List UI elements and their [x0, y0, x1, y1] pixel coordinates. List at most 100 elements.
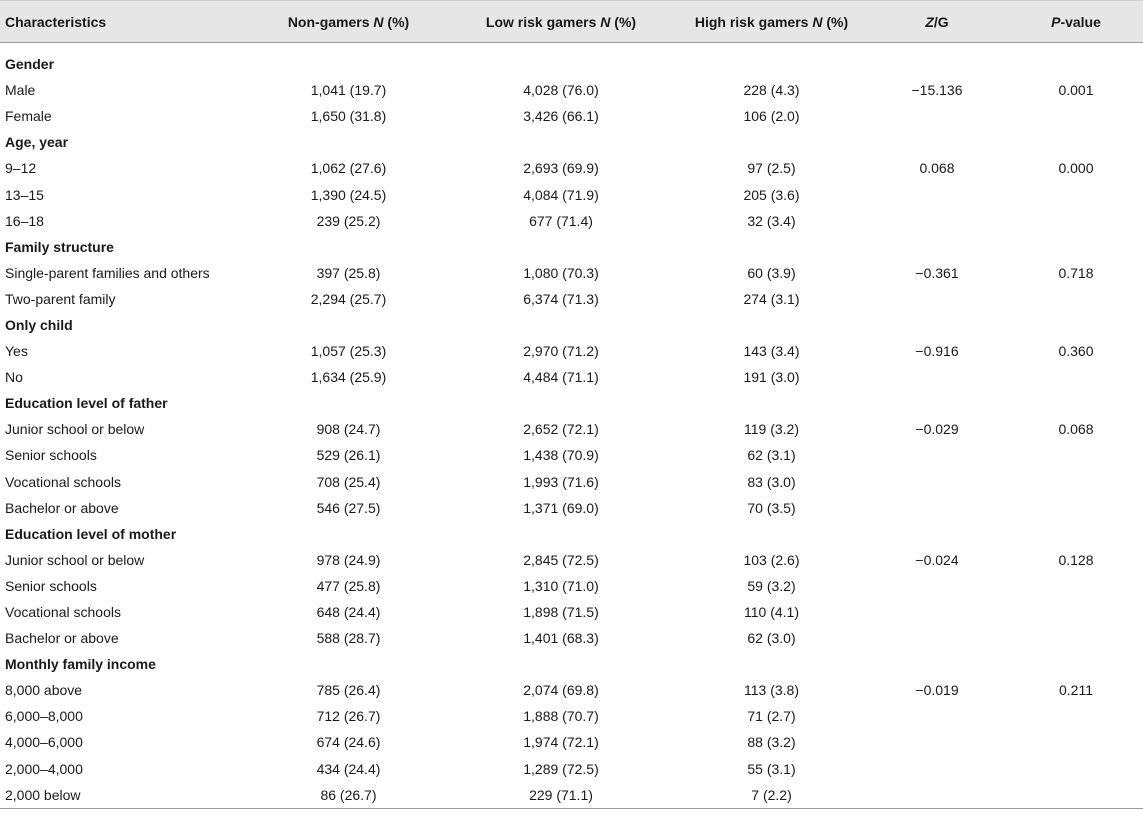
cell-z-g	[865, 286, 1009, 312]
table-row: 8,000 above 785 (26.4) 2,074 (69.8) 113 (3.…	[0, 677, 1143, 703]
table-row: 16–18 239 (25.2) 677 (71.4) 32 (3.4)	[0, 208, 1143, 234]
cell-z-g: −0.916	[915, 343, 959, 360]
table-row: Senior schools 477 (25.8) 1,310 (71.0) 59 (…	[0, 573, 1143, 599]
table-group-row: Only child	[0, 312, 1143, 338]
cell-characteristic: Monthly family income	[5, 656, 156, 673]
cell-p-value	[1009, 781, 1143, 809]
table-row: Male 1,041 (19.7) 4,028 (76.0) 228 (4.3) −15…	[0, 77, 1143, 103]
cell-p-value	[1009, 599, 1143, 625]
cell-characteristic: 6,000–8,000	[5, 708, 83, 725]
cell-non-gamers: 1,634 (25.9)	[310, 369, 387, 386]
cell-z-g: −0.019	[915, 682, 959, 699]
header-non-gamers: Non-gamers N (%)	[253, 0, 444, 43]
table-row: 2,000 below 86 (26.7) 229 (71.1) 7 (2.2)	[0, 781, 1143, 809]
cell-characteristic: 13–15	[5, 186, 44, 203]
cell-p-value: 0.211	[1059, 682, 1093, 699]
cell-characteristic: Female	[5, 108, 52, 125]
cell-non-gamers: 712 (26.7)	[316, 708, 381, 725]
header-low-risk-gamers: Low risk gamers N (%)	[444, 0, 678, 43]
cell-non-gamers: 397 (25.8)	[316, 264, 381, 281]
cell-z-g	[865, 390, 1009, 416]
cell-p-value	[1009, 286, 1143, 312]
cell-low-risk	[444, 312, 678, 338]
cell-high-risk: 71 (2.7)	[747, 708, 796, 725]
cell-non-gamers: 1,041 (19.7)	[310, 82, 387, 99]
header-g: /G	[933, 13, 949, 30]
cell-non-gamers: 1,650 (31.8)	[310, 108, 387, 125]
cell-p-value	[1009, 103, 1143, 129]
cell-high-risk: 228 (4.3)	[743, 82, 800, 99]
table-row: Bachelor or above 588 (28.7) 1,401 (68.3) 6…	[0, 625, 1143, 651]
cell-high-risk: 119 (3.2)	[744, 421, 799, 438]
cell-low-risk: 2,074 (69.8)	[523, 682, 599, 699]
cell-high-risk: 62 (3.1)	[747, 447, 796, 464]
cell-non-gamers	[253, 234, 444, 260]
cell-low-risk: 1,310 (71.0)	[523, 577, 599, 594]
cell-characteristic: Senior schools	[5, 577, 97, 594]
header-z-g: Z/G	[865, 0, 1009, 43]
cell-non-gamers: 2,294 (25.7)	[310, 290, 387, 307]
cell-z-g: −0.361	[915, 264, 959, 281]
header-high-risk-gamers: High risk gamers N (%)	[678, 0, 865, 43]
cell-p-value	[1009, 234, 1143, 260]
cell-characteristic: Two-parent family	[5, 290, 116, 307]
header-row: Characteristics Non-gamers N (%) Low ris…	[0, 0, 1143, 43]
cell-high-risk: 191 (3.0)	[743, 369, 800, 386]
cell-non-gamers	[253, 390, 444, 416]
cell-p-value	[1009, 51, 1143, 77]
cell-high-risk: 70 (3.5)	[747, 499, 796, 516]
cell-low-risk: 1,438 (70.9)	[523, 447, 599, 464]
cell-high-risk: 106 (2.0)	[743, 108, 800, 125]
cell-characteristic: Male	[5, 82, 36, 99]
cell-p-value	[1009, 651, 1143, 677]
cell-characteristic: 2,000 below	[0, 781, 253, 809]
cell-z-g	[865, 234, 1009, 260]
header-p: P	[1051, 13, 1061, 30]
header-p-value: P-value	[1009, 0, 1143, 43]
cell-non-gamers: 477 (25.8)	[316, 577, 381, 594]
header-non-gamers-n: N	[373, 13, 384, 30]
cell-p-value	[1009, 129, 1143, 155]
cell-z-g	[865, 521, 1009, 547]
cell-p-value	[1009, 442, 1143, 468]
table-spacer	[0, 43, 1143, 52]
cell-high-risk: 55 (3.1)	[747, 760, 796, 777]
cell-low-risk: 1,898 (71.5)	[523, 604, 599, 621]
cell-p-value	[1009, 390, 1143, 416]
cell-low-risk: 1,888 (70.7)	[523, 708, 599, 725]
cell-p-value	[1009, 495, 1143, 521]
table-row: Bachelor or above 546 (27.5) 1,371 (69.0) 7…	[0, 495, 1143, 521]
cell-z-g	[865, 364, 1009, 390]
cell-non-gamers: 674 (24.6)	[316, 734, 381, 751]
cell-non-gamers: 1,390 (24.5)	[310, 186, 387, 203]
cell-characteristic: 8,000 above	[5, 682, 83, 699]
cell-z-g: −0.024	[915, 551, 959, 568]
cell-high-risk	[678, 312, 865, 338]
cell-low-risk: 3,426 (66.1)	[523, 108, 599, 125]
cell-z-g	[865, 51, 1009, 77]
cell-p-value	[1009, 208, 1143, 234]
cell-low-risk	[444, 234, 678, 260]
cell-non-gamers: 239 (25.2)	[316, 212, 381, 229]
cell-z-g	[865, 729, 1009, 755]
cell-high-risk	[678, 521, 865, 547]
cell-low-risk: 1,993 (71.6)	[523, 473, 599, 490]
cell-high-risk	[678, 390, 865, 416]
cell-p-value: 0.718	[1058, 264, 1094, 281]
header-characteristics: Characteristics	[0, 0, 253, 43]
cell-z-g	[865, 756, 1009, 782]
cell-high-risk: 7 (2.2)	[678, 781, 865, 809]
cell-characteristic: Single-parent families and others	[5, 264, 210, 281]
cell-p-value	[1009, 625, 1143, 651]
table-body: Gender Male 1,041 (19.7) 4,028 (76.0) 228 (4…	[0, 43, 1143, 809]
table-group-row: Family structure	[0, 234, 1143, 260]
cell-z-g	[865, 181, 1009, 207]
cell-characteristic: Junior school or below	[5, 551, 145, 568]
cell-non-gamers	[253, 51, 444, 77]
cell-z-g	[865, 129, 1009, 155]
table-group-row: Education level of father	[0, 390, 1143, 416]
cell-low-risk: 4,484 (71.1)	[523, 369, 599, 386]
cell-characteristic: Education level of father	[5, 395, 168, 412]
cell-p-value	[1009, 703, 1143, 729]
cell-high-risk: 113 (3.8)	[744, 682, 799, 699]
